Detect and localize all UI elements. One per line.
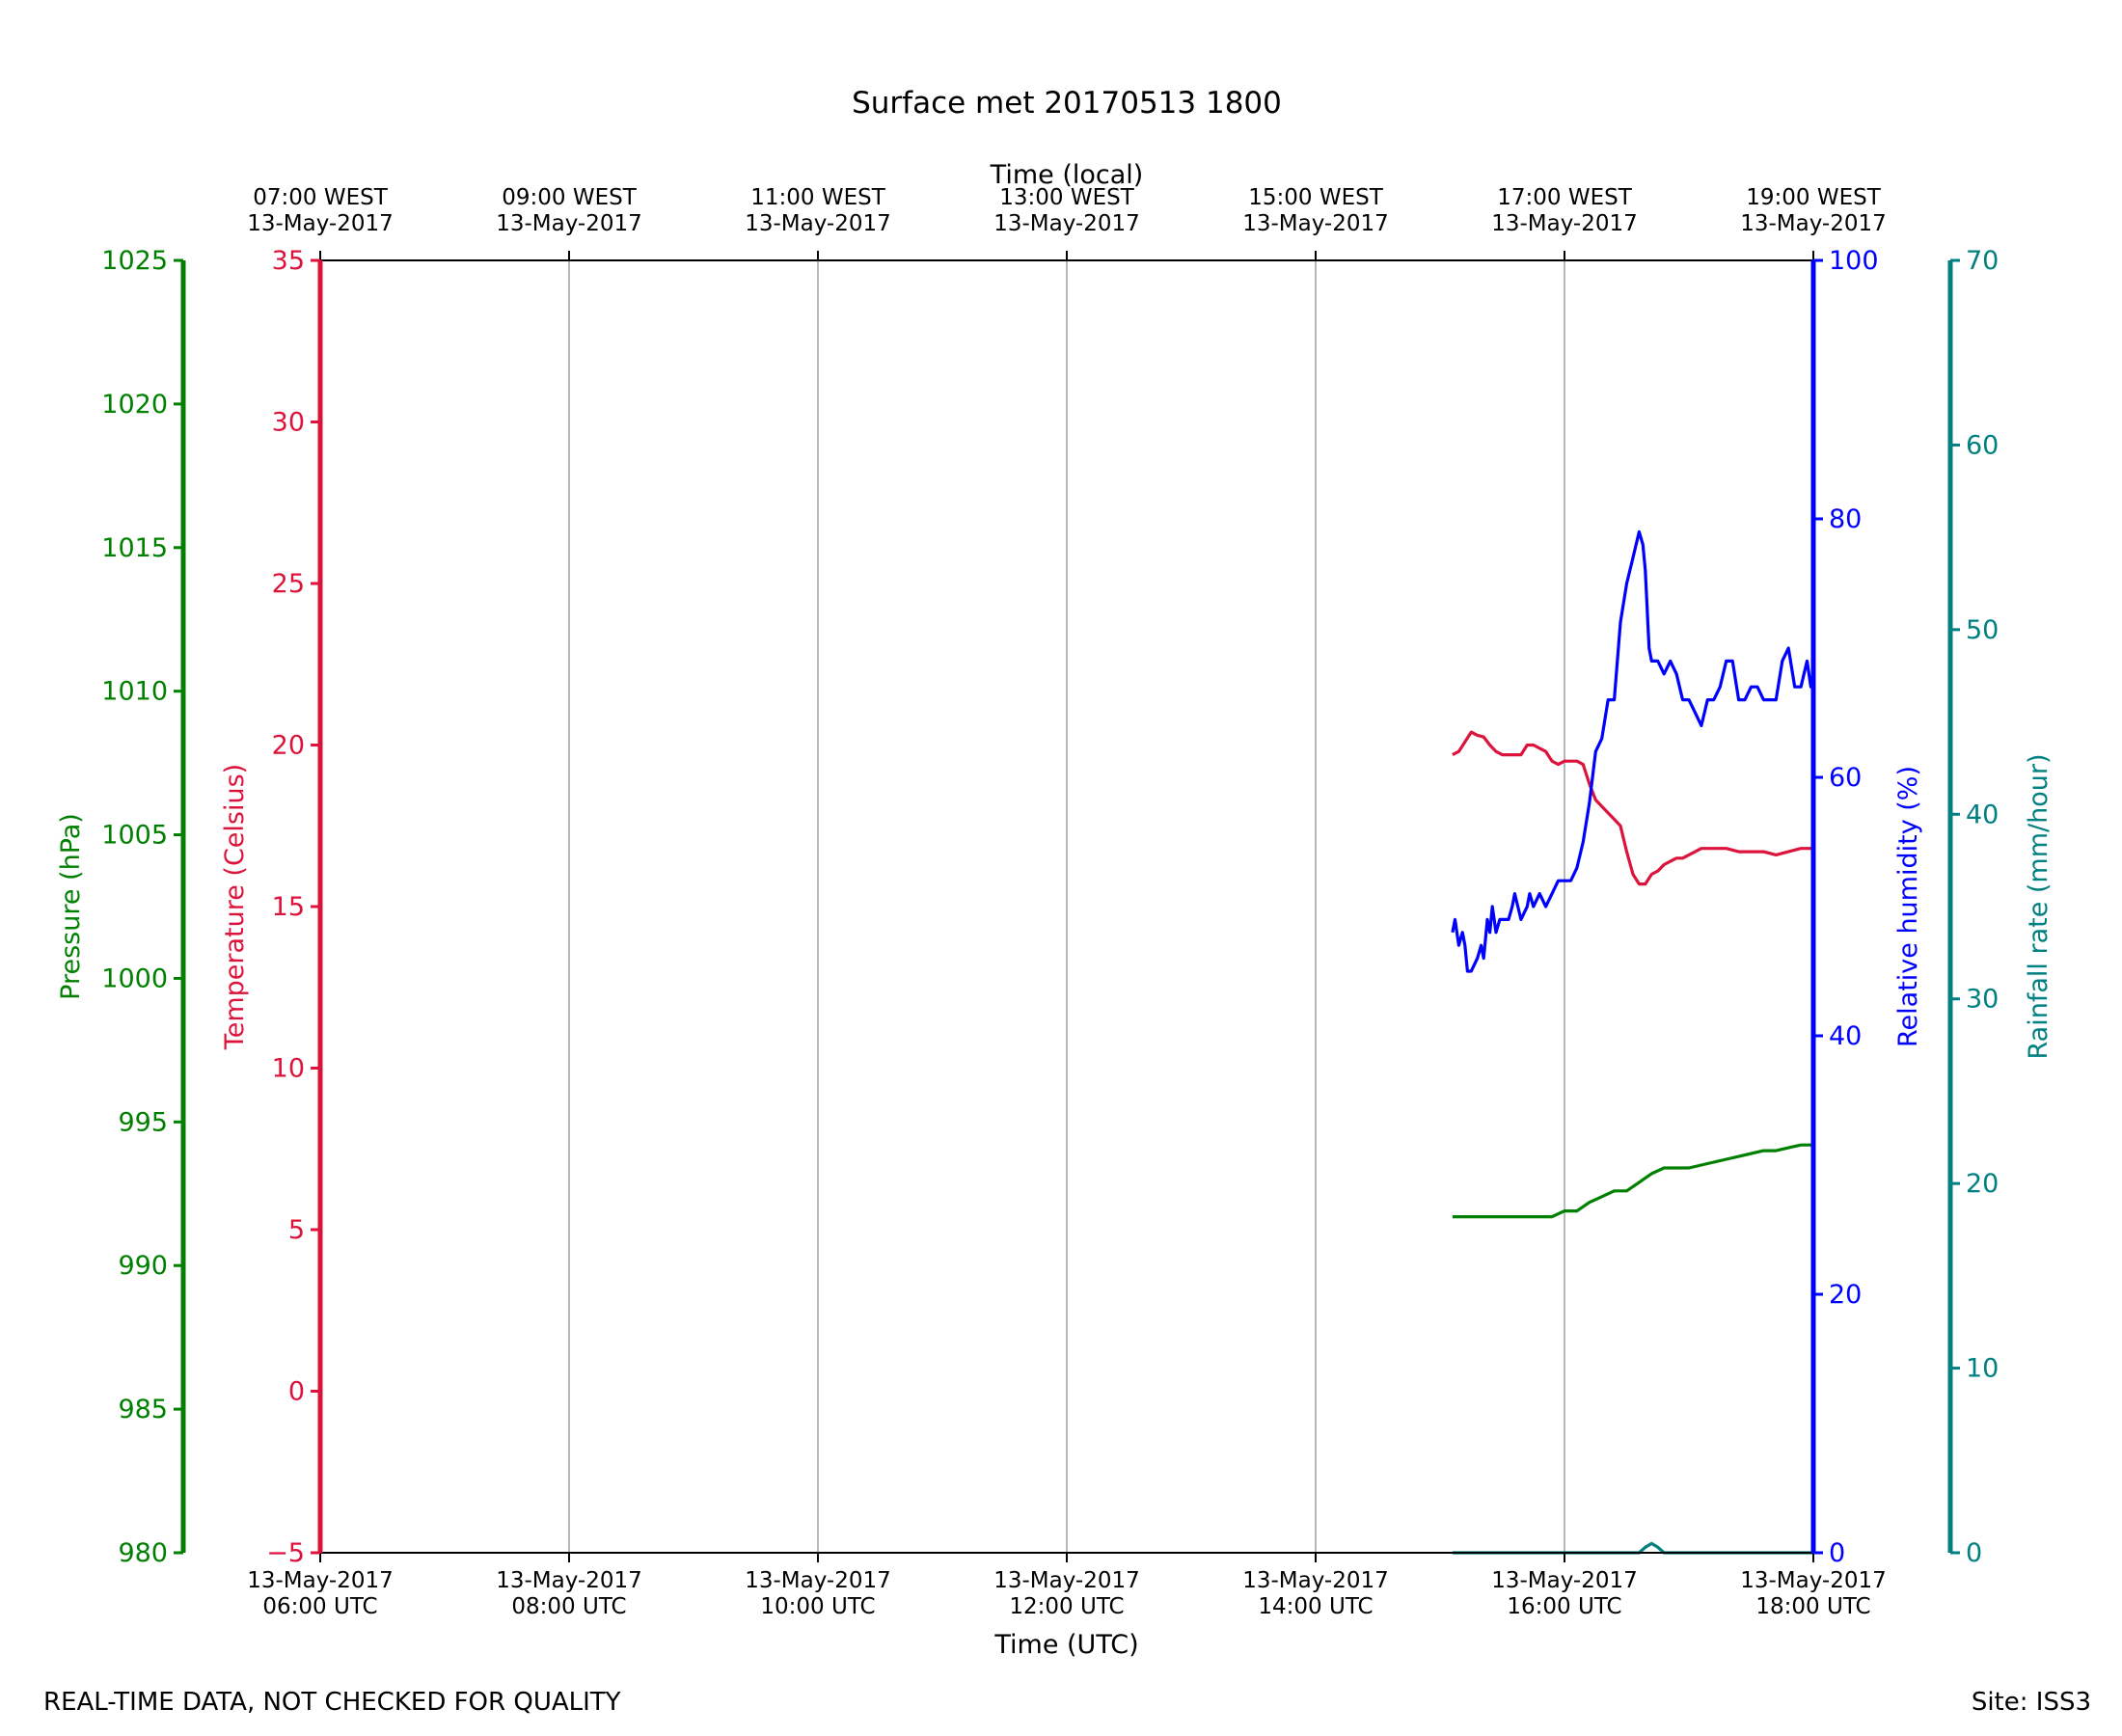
pressure-tick-label: 1015 — [101, 533, 168, 563]
temperature-tick-label: 0 — [288, 1377, 305, 1407]
top-x-tick-label-time: 15:00 WEST — [1248, 185, 1383, 210]
rainfall-series-line — [1452, 1541, 1813, 1555]
top-axis-label: Time (local) — [990, 160, 1144, 190]
bottom-axis-label: Time (UTC) — [993, 1630, 1138, 1660]
top-x-tick-label-time: 09:00 WEST — [502, 185, 637, 210]
x-tick-label-date: 13-May-2017 — [1740, 1568, 1887, 1593]
top-x-tick-label-date: 13-May-2017 — [1491, 211, 1638, 236]
x-tick-label-date: 13-May-2017 — [496, 1568, 642, 1593]
x-tick-label-time: 10:00 UTC — [760, 1594, 875, 1619]
grid-lines — [568, 260, 1565, 1553]
top-x-tick-label-time: 07:00 WEST — [253, 185, 388, 210]
top-x-tick-label-date: 13-May-2017 — [1740, 211, 1887, 236]
humidity-tick-label: 80 — [1829, 504, 1862, 534]
top-x-tick-label-time: 19:00 WEST — [1746, 185, 1881, 210]
x-tick-label-time: 12:00 UTC — [1009, 1594, 1124, 1619]
pressure-tick-label: 980 — [118, 1538, 168, 1568]
top-x-tick-label-date: 13-May-2017 — [745, 211, 891, 236]
humidity-tick-label: 20 — [1829, 1280, 1862, 1310]
data-series — [1451, 529, 1813, 1555]
temperature-tick-label: 5 — [288, 1215, 305, 1245]
rainfall-tick-label: 60 — [1966, 430, 1999, 460]
pressure-tick-label: 990 — [118, 1251, 168, 1281]
rainfall-tick-label: 50 — [1966, 615, 1999, 645]
x-tick-label-time: 08:00 UTC — [511, 1594, 626, 1619]
x-tick-label-time: 06:00 UTC — [262, 1594, 377, 1619]
top-x-tick-label-date: 13-May-2017 — [1242, 211, 1389, 236]
pressure-tick-label: 985 — [118, 1395, 168, 1424]
rainfall-tick-label: 0 — [1966, 1538, 1982, 1568]
temperature-tick-label: 20 — [272, 731, 305, 761]
temperature-tick-label: 10 — [272, 1054, 305, 1084]
top-x-tick-label-date: 13-May-2017 — [496, 211, 642, 236]
top-x-tick-label-time: 11:00 WEST — [750, 185, 885, 210]
temperature-tick-label: 25 — [272, 569, 305, 599]
temperature-tick-label: 15 — [272, 892, 305, 922]
rainfall-tick-label: 10 — [1966, 1354, 1999, 1384]
pressure-tick-label: 995 — [118, 1107, 168, 1137]
top-x-tick-label-time: 17:00 WEST — [1497, 185, 1632, 210]
pressure-tick-label: 1010 — [101, 677, 168, 707]
temperature-tick-label: −5 — [266, 1538, 305, 1568]
x-tick-label-date: 13-May-2017 — [745, 1568, 891, 1593]
x-tick-label-date: 13-May-2017 — [1491, 1568, 1638, 1593]
pressure-tick-label: 1025 — [101, 246, 168, 276]
pressure-tick-label: 1000 — [101, 963, 168, 993]
x-tick-label-time: 18:00 UTC — [1755, 1594, 1870, 1619]
pressure-tick-label: 1005 — [101, 821, 168, 851]
footer-site: Site: ISS3 — [1972, 1688, 2091, 1717]
x-tick-label-date: 13-May-2017 — [1242, 1568, 1389, 1593]
rainfall-tick-label: 40 — [1966, 800, 1999, 829]
footer-quality-note: REAL-TIME DATA, NOT CHECKED FOR QUALITY — [43, 1688, 621, 1717]
top-x-tick-label-time: 13:00 WEST — [999, 185, 1134, 210]
rainfall-tick-label: 30 — [1966, 985, 1999, 1015]
pressure-axis-label: Pressure (hPa) — [56, 813, 86, 1000]
pressure-tick-label: 1020 — [101, 390, 168, 420]
humidity-tick-label: 100 — [1829, 246, 1879, 276]
humidity-tick-label: 0 — [1829, 1538, 1845, 1568]
temperature-tick-label: 30 — [272, 408, 305, 438]
top-x-tick-label-date: 13-May-2017 — [247, 211, 394, 236]
humidity-series-line — [1451, 529, 1813, 973]
temperature-series-line — [1452, 730, 1813, 886]
pressure-series-line — [1452, 1143, 1813, 1219]
top-x-tick-label-date: 13-May-2017 — [993, 211, 1140, 236]
chart-title: Surface met 20170513 1800 — [852, 86, 1282, 121]
x-tick-label-time: 14:00 UTC — [1258, 1594, 1373, 1619]
x-tick-label-time: 16:00 UTC — [1507, 1594, 1621, 1619]
temperature-axis-label: Temperature (Celsius) — [220, 764, 250, 1050]
x-tick-label-date: 13-May-2017 — [247, 1568, 394, 1593]
temperature-tick-label: 35 — [272, 246, 305, 276]
rainfall-axis-label: Rainfall rate (mm/hour) — [2024, 754, 2054, 1060]
rainfall-tick-label: 20 — [1966, 1169, 1999, 1199]
humidity-axis-label: Relative humidity (%) — [1893, 766, 1923, 1047]
x-tick-label-date: 13-May-2017 — [993, 1568, 1140, 1593]
humidity-tick-label: 60 — [1829, 763, 1862, 793]
humidity-tick-label: 40 — [1829, 1021, 1862, 1051]
rainfall-tick-label: 70 — [1966, 246, 1999, 276]
